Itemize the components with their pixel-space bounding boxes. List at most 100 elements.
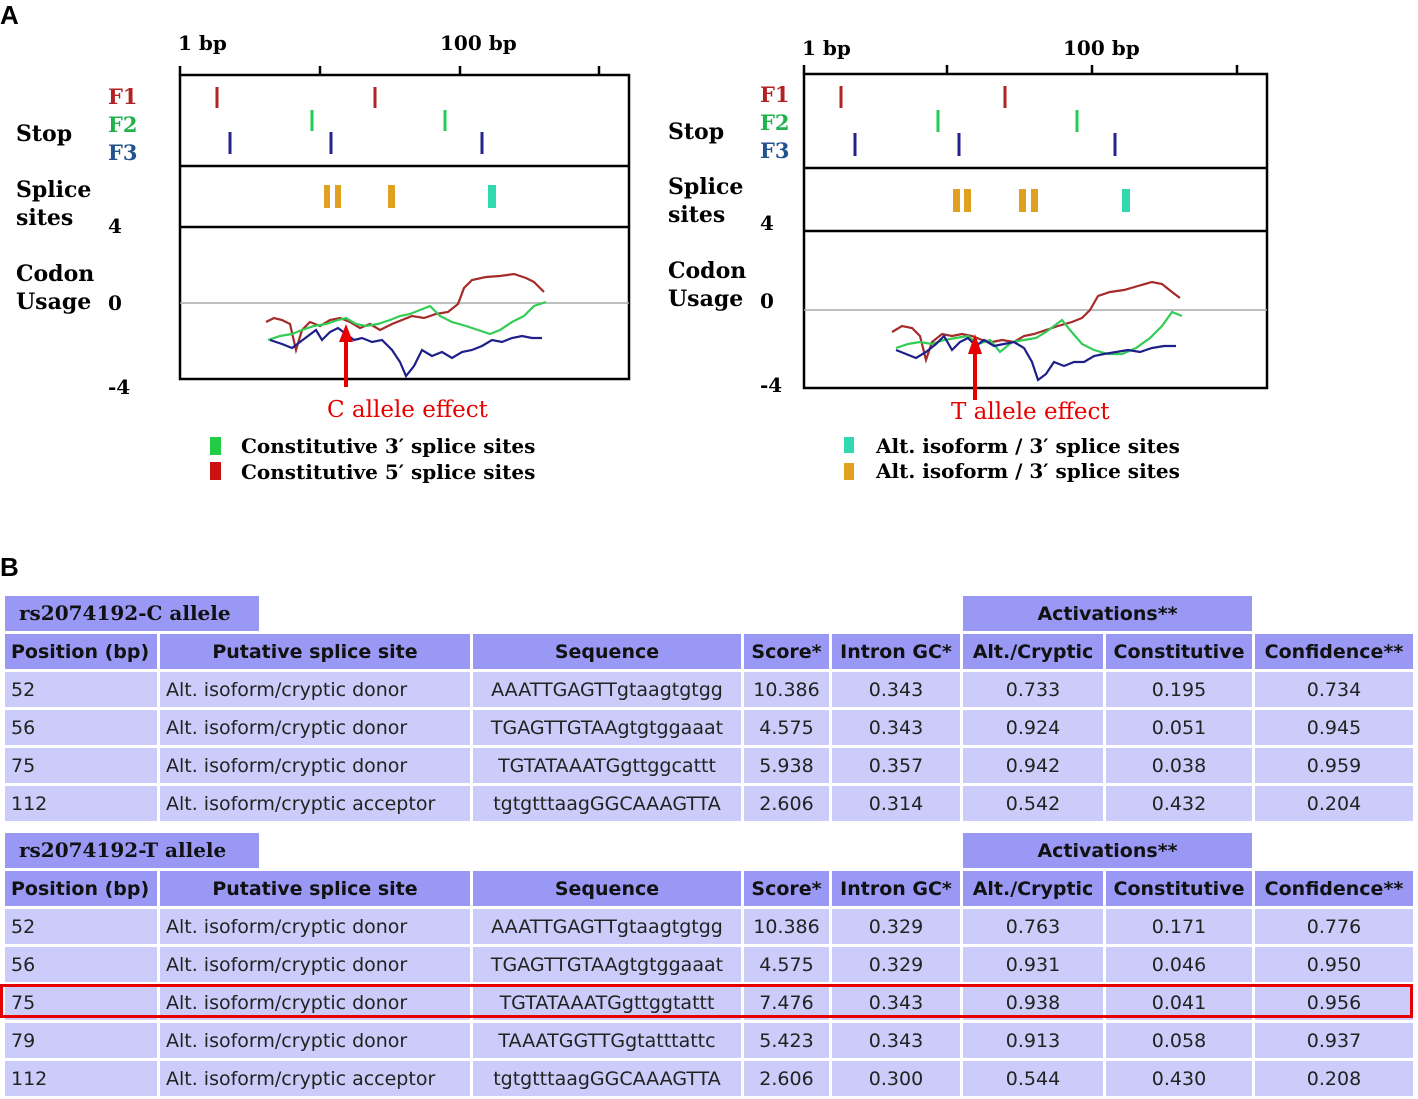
track-label-codon: Codon (668, 258, 746, 284)
allele-title: rs2074192-C allele (5, 596, 259, 631)
frame-label-f1: F1 (760, 82, 790, 107)
codon-line-f3 (895, 334, 1176, 382)
splice-table-t-allele: rs2074192-T allele Activations** Positio… (2, 830, 1416, 1099)
y-tick-4: 4 (108, 214, 122, 238)
track-label-codon: Codon (16, 261, 94, 287)
legend-item: Alt. isoform / 3′ splice sites (875, 434, 1180, 458)
legend-swatch-orange (844, 463, 854, 480)
donor-site-mark (964, 189, 971, 212)
y-tick-minus-4: -4 (760, 373, 782, 397)
column-header: Putative splice site (160, 634, 470, 669)
acceptor-site-mark (488, 185, 496, 208)
y-tick-0: 0 (760, 289, 774, 313)
frame-label-f3: F3 (760, 138, 790, 163)
stop-codon-marks (839, 86, 1117, 156)
panel-label-b: B (0, 552, 19, 582)
column-header: Sequence (473, 634, 741, 669)
frame-label-f2: F2 (108, 112, 138, 137)
table-row: 56 Alt. isoform/cryptic donor TGAGTTGTAA… (5, 947, 1413, 982)
table-row: 52 Alt. isoform/cryptic donor AAATTGAGTT… (5, 909, 1413, 944)
table-row: 75 Alt. isoform/cryptic donor TGTATAAATG… (5, 748, 1413, 783)
splice-site-marks (324, 185, 496, 208)
allele-effect-annotation: C allele effect (327, 397, 489, 423)
c-allele-chart: 1 bp 100 bp Stop Splice sites Codon Usag… (16, 31, 631, 484)
track-label-splice: Splice (16, 177, 91, 203)
axis-ticks (178, 66, 601, 75)
axis-label-mid: 100 bp (1063, 36, 1140, 60)
column-header: Constitutive (1106, 634, 1252, 669)
column-header: Putative splice site (160, 871, 470, 906)
track-label-sites: sites (668, 202, 725, 228)
track-label-usage: Usage (16, 289, 91, 315)
table-row: 112 Alt. isoform/cryptic acceptor tgtgtt… (5, 1061, 1413, 1096)
column-header: Sequence (473, 871, 741, 906)
donor-site-mark (335, 185, 341, 208)
column-header: Confidence** (1255, 871, 1413, 906)
codon-line-f1 (265, 272, 545, 355)
column-header: Intron GC* (832, 871, 960, 906)
y-tick-minus-4: -4 (108, 375, 130, 399)
table-row: 112 Alt. isoform/cryptic acceptor tgtgtt… (5, 786, 1413, 821)
track-label-stop: Stop (16, 121, 72, 147)
track-label-stop: Stop (668, 119, 724, 145)
frame-label-f2: F2 (760, 110, 790, 135)
activations-header: Activations** (963, 833, 1252, 868)
acceptor-site-mark (1122, 189, 1130, 212)
column-header: Confidence** (1255, 634, 1413, 669)
stop-codon-marks (215, 87, 484, 154)
frame-label-f3: F3 (108, 140, 138, 165)
table-row: 56 Alt. isoform/cryptic donor TGAGTTGTAA… (5, 710, 1413, 745)
donor-site-mark (324, 185, 330, 208)
splice-prediction-figure: 1 bp 100 bp Stop Splice sites Codon Usag… (16, 31, 1269, 484)
table-row-highlighted: 75 Alt. isoform/cryptic donor TGTATAAATG… (5, 985, 1413, 1020)
legend-item: Alt. isoform / 3′ splice sites (875, 459, 1180, 483)
allele-effect-arrow (339, 324, 353, 387)
axis-ticks (802, 65, 1239, 74)
column-header: Alt./Cryptic (963, 634, 1103, 669)
column-header: Constitutive (1106, 871, 1252, 906)
codon-line-f2 (267, 300, 547, 342)
codon-usage-lines (891, 280, 1183, 382)
legend-swatch-green (210, 437, 221, 455)
codon-usage-lines (265, 272, 547, 379)
donor-site-mark (953, 189, 960, 212)
activations-header: Activations** (963, 596, 1252, 631)
legend-swatch-red (210, 462, 221, 480)
table-header-row: Position (bp) Putative splice site Seque… (5, 871, 1413, 906)
column-header: Position (bp) (5, 871, 157, 906)
legend-item: Constitutive 5′ splice sites (241, 460, 535, 484)
axis-label-start: 1 bp (802, 36, 851, 60)
table-row: 52 Alt. isoform/cryptic donor AAATTGAGTT… (5, 672, 1413, 707)
column-header: Position (bp) (5, 634, 157, 669)
axis-label-mid: 100 bp (440, 31, 517, 55)
splice-table-c-allele: rs2074192-C allele Activations** Positio… (2, 593, 1416, 824)
frame-label-f1: F1 (108, 84, 138, 109)
track-label-splice: Splice (668, 174, 743, 200)
splice-site-marks (953, 189, 1130, 212)
allele-effect-annotation: T allele effect (951, 399, 1110, 425)
legend-swatch-teal (844, 437, 854, 453)
column-header: Alt./Cryptic (963, 871, 1103, 906)
table-header-row: Position (bp) Putative splice site Seque… (5, 634, 1413, 669)
t-allele-chart: 1 bp 100 bp Stop Splice sites Codon Usag… (668, 36, 1269, 483)
allele-effect-arrow (968, 334, 982, 400)
codon-line-f3 (269, 326, 542, 379)
table-title-row: rs2074192-C allele Activations** (5, 596, 1413, 631)
panel-label-a: A (0, 0, 19, 30)
y-tick-4: 4 (760, 211, 774, 235)
column-header: Score* (744, 871, 829, 906)
axis-label-start: 1 bp (178, 31, 227, 55)
table-row: 79 Alt. isoform/cryptic donor TAAATGGTTG… (5, 1023, 1413, 1058)
column-header: Score* (744, 634, 829, 669)
column-header: Intron GC* (832, 634, 960, 669)
table-title-row: rs2074192-T allele Activations** (5, 833, 1413, 868)
donor-site-mark (388, 185, 395, 208)
highlight-box (0, 984, 1413, 1018)
legend-item: Constitutive 3′ splice sites (241, 434, 535, 458)
y-tick-0: 0 (108, 291, 122, 315)
allele-title: rs2074192-T allele (5, 833, 259, 868)
track-label-sites: sites (16, 205, 73, 231)
donor-site-mark (1019, 189, 1026, 212)
track-label-usage: Usage (668, 286, 743, 312)
donor-site-mark (1031, 189, 1038, 212)
